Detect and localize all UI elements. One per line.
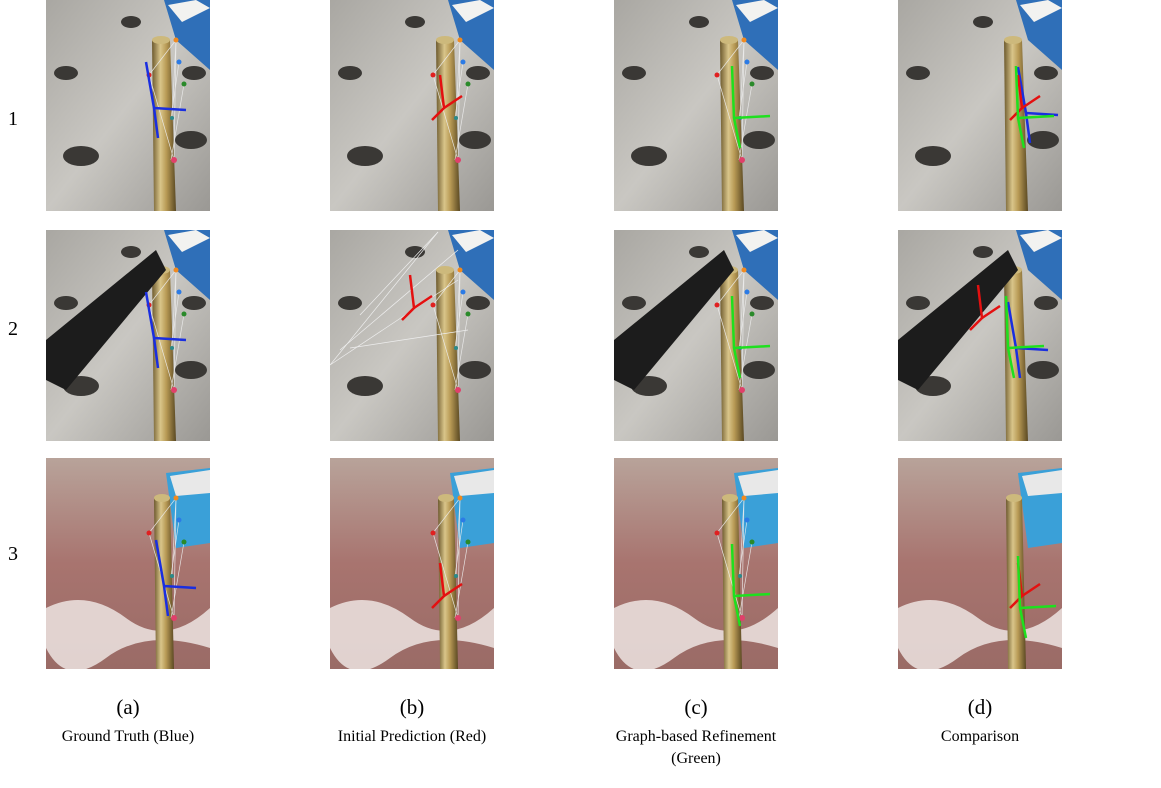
column-caption: (a) Ground Truth (Blue): [18, 694, 238, 748]
panel-letter: (b): [302, 694, 522, 720]
panel-letter: (d): [870, 694, 1090, 720]
image-panel: [898, 0, 1062, 211]
column-caption: (b) Initial Prediction (Red): [302, 694, 522, 748]
row-label: 3: [0, 543, 26, 566]
image-panel: [614, 230, 778, 441]
image-panel: [330, 458, 494, 669]
caption: Initial Prediction (Red): [312, 726, 512, 748]
caption: Graph-based Refinement (Green): [596, 726, 796, 770]
image-panel: [898, 458, 1062, 669]
image-panel: [614, 458, 778, 669]
figure-page: 1 2 3 (a) Ground Truth (Blue) (b) Initial …: [0, 0, 1161, 788]
image-panel: [898, 230, 1062, 441]
image-panel: [46, 458, 210, 669]
image-panel: [46, 230, 210, 441]
column-caption: (d) Comparison: [870, 694, 1090, 748]
panel-letter: (c): [586, 694, 806, 720]
image-panel: [330, 0, 494, 211]
row-label: 2: [0, 318, 26, 341]
image-panel: [46, 0, 210, 211]
caption: Ground Truth (Blue): [28, 726, 228, 748]
caption: Comparison: [880, 726, 1080, 748]
image-panel: [330, 230, 494, 441]
image-panel: [614, 0, 778, 211]
row-label: 1: [0, 108, 26, 131]
column-caption: (c) Graph-based Refinement (Green): [586, 694, 806, 770]
panel-letter: (a): [18, 694, 238, 720]
